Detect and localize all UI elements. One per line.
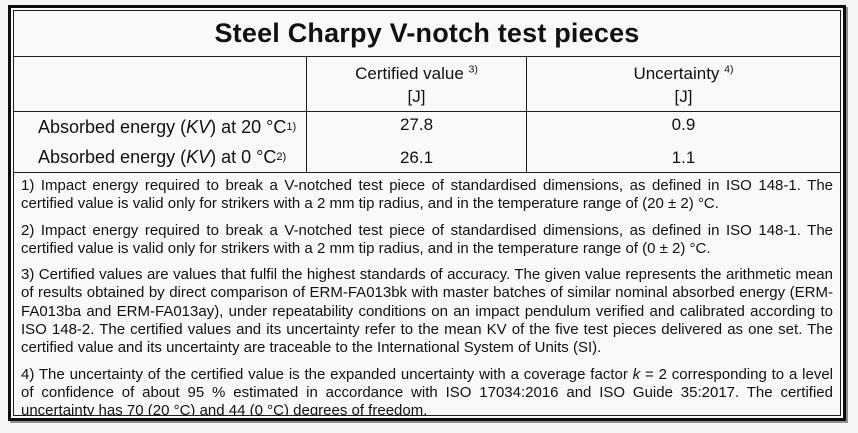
header-empty-cell — [14, 57, 306, 111]
header-uncertainty: Uncertainty 4) [J] — [526, 57, 840, 111]
uncertainty-20c: 0.9 — [526, 112, 840, 142]
uncertainty-unit-label: [J] — [674, 87, 693, 106]
footnotes-section: 1) Impact energy required to break a V-n… — [14, 173, 840, 415]
footnote-1: 1) Impact energy required to break a V-n… — [21, 177, 833, 213]
certificate-table-frame: Steel Charpy V-notch test pieces Certifi… — [8, 5, 846, 421]
table-header-row: Certified value 3) [J] Uncertainty 4) [J… — [14, 57, 840, 112]
uncertainty-0c: 1.1 — [526, 142, 840, 172]
uncertainty-column-label: Uncertainty 4) — [633, 63, 734, 83]
certified-value-column-label: Certified value 3) — [355, 63, 478, 83]
footnote-4: 4) The uncertainty of the certified valu… — [21, 365, 833, 415]
certified-value-unit-label: [J] — [407, 87, 426, 106]
certified-value-20c: 27.8 — [306, 112, 526, 142]
certified-values-table: Steel Charpy V-notch test pieces Certifi… — [13, 10, 841, 416]
footnote-3: 3) Certified values are values that fulf… — [21, 266, 833, 357]
row-label-absorbed-energy-0c: Absorbed energy (KV) at 0 °C 2) — [38, 146, 287, 167]
row-label-absorbed-energy-20c: Absorbed energy (KV) at 20 °C 1) — [38, 116, 297, 137]
table-data-rows: Absorbed energy (KV) at 20 °C 1) 27.8 0.… — [14, 112, 840, 173]
certified-value-0c: 26.1 — [306, 142, 526, 172]
table-title: Steel Charpy V-notch test pieces — [14, 11, 840, 57]
footnote-2: 2) Impact energy required to break a V-n… — [21, 221, 833, 257]
header-certified-value: Certified value 3) [J] — [306, 57, 526, 111]
